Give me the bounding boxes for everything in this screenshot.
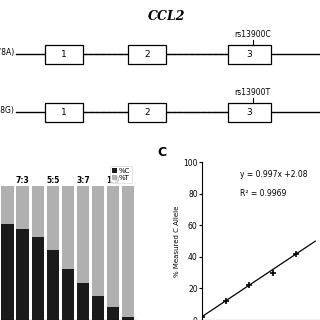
Bar — [92, 296, 104, 320]
Bar — [16, 186, 29, 229]
Bar — [122, 186, 134, 317]
Text: 1: 1 — [61, 108, 67, 117]
Bar — [47, 250, 59, 320]
Text: 2: 2 — [144, 108, 150, 117]
FancyBboxPatch shape — [45, 103, 83, 122]
Bar — [1, 186, 14, 224]
Text: R² = 0.9969: R² = 0.9969 — [240, 189, 286, 198]
FancyBboxPatch shape — [45, 45, 83, 64]
Text: 5:5: 5:5 — [46, 176, 60, 185]
Bar — [107, 186, 119, 307]
Text: 3: 3 — [247, 50, 252, 59]
Bar — [47, 186, 59, 250]
Bar — [32, 237, 44, 320]
Text: rs13900T: rs13900T — [235, 88, 271, 97]
FancyBboxPatch shape — [228, 45, 271, 64]
Bar — [62, 269, 74, 320]
Text: CCL2: CCL2 — [148, 10, 185, 23]
Bar — [107, 307, 119, 320]
Text: 2: 2 — [144, 50, 150, 59]
Bar — [92, 186, 104, 296]
Bar — [77, 283, 89, 320]
FancyBboxPatch shape — [128, 45, 166, 64]
Bar — [32, 186, 44, 237]
Bar — [1, 224, 14, 320]
Legend: %C, %T: %C, %T — [110, 165, 132, 183]
Text: 1:9: 1:9 — [106, 176, 120, 185]
Text: 1: 1 — [61, 50, 67, 59]
FancyBboxPatch shape — [228, 103, 271, 122]
Text: (-2578A): (-2578A) — [0, 48, 14, 57]
Text: 3:7: 3:7 — [76, 176, 90, 185]
Bar — [77, 186, 89, 283]
Text: 7:3: 7:3 — [16, 176, 29, 185]
Text: (-2578G): (-2578G) — [0, 106, 14, 115]
Bar — [122, 317, 134, 320]
Text: rs13900C: rs13900C — [235, 30, 271, 39]
Y-axis label: % Measured C Allele: % Measured C Allele — [174, 205, 180, 277]
Text: C: C — [157, 146, 166, 159]
Bar — [16, 229, 29, 320]
Bar — [62, 186, 74, 269]
Text: 3: 3 — [247, 108, 252, 117]
Text: y = 0.997x +2.08: y = 0.997x +2.08 — [240, 170, 307, 179]
FancyBboxPatch shape — [128, 103, 166, 122]
